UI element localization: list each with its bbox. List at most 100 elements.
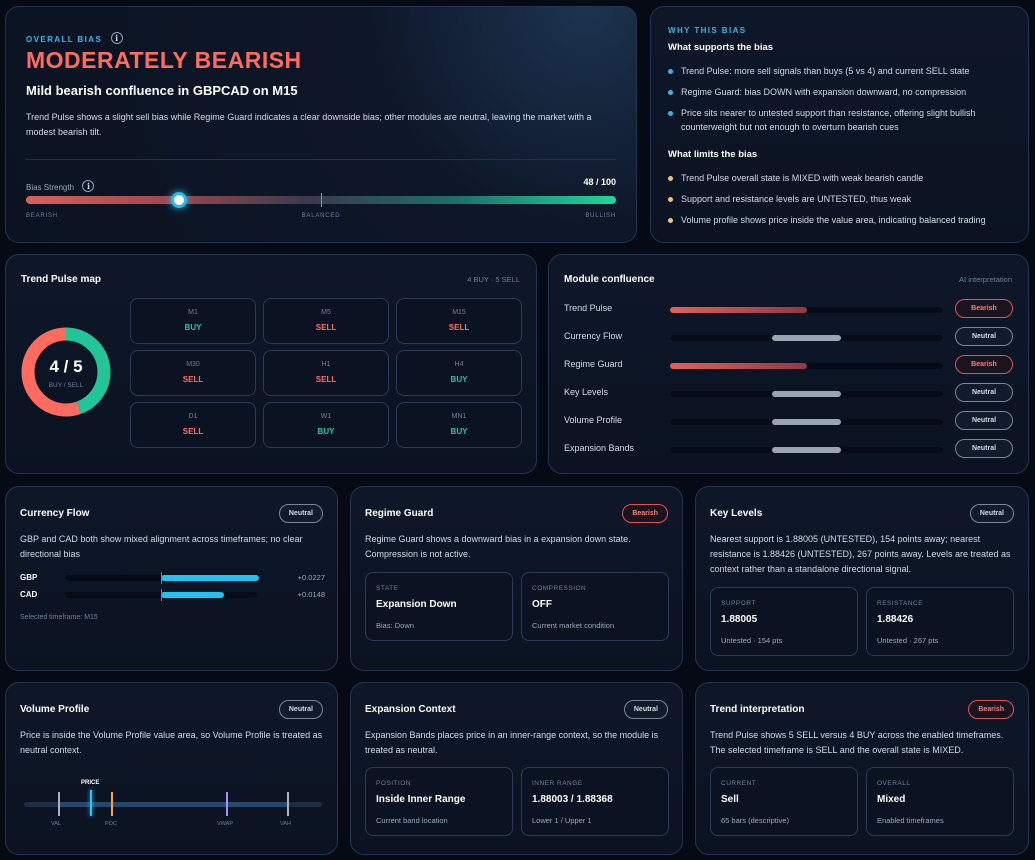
currency-flow-text: GBP and CAD both show mixed alignment ac… bbox=[20, 534, 303, 559]
poc-marker bbox=[111, 792, 113, 816]
value-area-band bbox=[58, 802, 287, 807]
timeframe-cell-m30[interactable]: M30 SELL bbox=[130, 350, 256, 396]
info-icon[interactable]: i bbox=[110, 31, 123, 44]
strength-slider-knob[interactable] bbox=[171, 192, 188, 208]
vah-marker bbox=[287, 792, 289, 816]
scale-bullish-label: BULLISH bbox=[585, 213, 616, 219]
timeframe-cell-m1[interactable]: M1 BUY bbox=[130, 298, 256, 344]
regime-guard-title: Regime Guard bbox=[365, 508, 434, 519]
expansion-text: Expansion Bands places price in an inner… bbox=[365, 730, 659, 755]
bias-subhead: Mild bearish confluence in GBPCAD on M15 bbox=[26, 83, 298, 98]
module-row-trend-pulse[interactable]: Trend Pulse Bearish bbox=[564, 299, 1013, 319]
key-levels-title: Key Levels bbox=[710, 508, 763, 519]
support-value: 1.88005 bbox=[721, 614, 758, 625]
module-label: Expansion Bands bbox=[564, 443, 635, 453]
currency-value: +0.0148 bbox=[297, 590, 325, 599]
timeframe-signal: BUY bbox=[450, 375, 468, 384]
timeframe-signal: SELL bbox=[315, 375, 337, 384]
timeframe-name: M1 bbox=[188, 309, 198, 316]
timeframe-cell-m15[interactable]: M15 SELL bbox=[396, 298, 522, 344]
bullet-item: Support and resistance levels are UNTEST… bbox=[668, 192, 1013, 206]
timeframe-signal: SELL bbox=[182, 375, 204, 384]
trend-interp-status-badge: Bearish bbox=[968, 700, 1014, 719]
bullet-item: Volume profile shows price inside the va… bbox=[668, 213, 1013, 227]
currency-flow-title: Currency Flow bbox=[20, 508, 90, 519]
currency-flow-status-badge: Neutral bbox=[278, 504, 323, 523]
inner-range-value: 1.88003 / 1.88368 bbox=[532, 794, 613, 805]
currency-bar-track bbox=[65, 589, 257, 601]
module-label: Trend Pulse bbox=[564, 303, 613, 313]
why-eyebrow: WHY THIS BIAS bbox=[668, 26, 747, 35]
currency-value: +0.0227 bbox=[297, 573, 325, 582]
trend-interpretation-card: Trend interpretation Bearish Trend Pulse… bbox=[695, 682, 1029, 855]
timeframe-name: H1 bbox=[321, 361, 331, 368]
module-status-badge: Neutral bbox=[955, 383, 1013, 402]
module-label: Key Levels bbox=[564, 387, 609, 397]
supports-title: What supports the bias bbox=[668, 42, 774, 53]
compression-label: COMPRESSION bbox=[532, 585, 587, 592]
timeframe-cell-d1[interactable]: D1 SELL bbox=[130, 402, 256, 448]
info-icon[interactable]: i bbox=[82, 179, 95, 192]
trend-map-title: Trend Pulse map bbox=[21, 274, 102, 285]
module-row-currency-flow[interactable]: Currency Flow Neutral bbox=[564, 327, 1013, 347]
support-label: SUPPORT bbox=[721, 600, 756, 607]
currency-bar-fill bbox=[161, 592, 225, 598]
donut-buy-arc bbox=[21, 327, 111, 417]
state-note: Bias: Down bbox=[376, 621, 414, 630]
inner-range-box: INNER RANGE 1.88003 / 1.88368 Lower 1 / … bbox=[521, 767, 669, 836]
module-status-badge: Neutral bbox=[955, 411, 1013, 430]
module-row-regime-guard[interactable]: Regime Guard Bearish bbox=[564, 355, 1013, 375]
state-box: STATE Expansion Down Bias: Down bbox=[365, 572, 513, 641]
timeframe-signal: BUY bbox=[450, 427, 468, 436]
timeframe-signal: BUY bbox=[317, 427, 335, 436]
key-levels-card: Key Levels Neutral Nearest support is 1.… bbox=[695, 486, 1029, 671]
limits-title: What limits the bias bbox=[668, 149, 758, 160]
bullet-text: Volume profile shows price inside the va… bbox=[681, 215, 986, 225]
expansion-context-card: Expansion Context Neutral Expansion Band… bbox=[350, 682, 683, 855]
timeframe-name: MN1 bbox=[451, 413, 467, 420]
expansion-status-badge: Neutral bbox=[623, 700, 668, 719]
currency-row: CAD +0.0148 bbox=[20, 588, 325, 605]
module-confluence-card: Module confluence AI interpretation Tren… bbox=[548, 254, 1029, 474]
volume-profile-card: Volume Profile Neutral Price is inside t… bbox=[5, 682, 338, 855]
timeframe-cell-m5[interactable]: M5 SELL bbox=[263, 298, 389, 344]
why-bias-card: WHY THIS BIAS What supports the bias Tre… bbox=[650, 6, 1029, 243]
vwap-label: VWAP bbox=[217, 821, 233, 827]
confluence-title: Module confluence bbox=[564, 274, 655, 285]
module-label: Volume Profile bbox=[564, 415, 623, 425]
poc-label: POC bbox=[105, 821, 117, 827]
current-box: CURRENT Sell 65 bars (descriptive) bbox=[710, 767, 858, 836]
bullet-dot-icon bbox=[668, 69, 673, 74]
current-note: 65 bars (descriptive) bbox=[721, 816, 789, 825]
bullet-item: Regime Guard: bias DOWN with expansion d… bbox=[668, 85, 1013, 99]
bullet-item: Trend Pulse overall state is MIXED with … bbox=[668, 171, 1013, 185]
volume-profile-status-badge: Neutral bbox=[278, 700, 323, 719]
compression-box: COMPRESSION OFF Current market condition bbox=[521, 572, 669, 641]
bias-description: Trend Pulse shows a slight sell bias whi… bbox=[26, 112, 592, 137]
module-row-expansion-bands[interactable]: Expansion Bands Neutral bbox=[564, 439, 1013, 459]
module-status-badge: Neutral bbox=[955, 327, 1013, 346]
current-value: Sell bbox=[721, 794, 739, 805]
key-levels-text: Nearest support is 1.88005 (UNTESTED), 1… bbox=[710, 534, 1011, 574]
bias-headline: MODERATELY BEARISH bbox=[26, 47, 302, 73]
support-note: Untested · 154 pts bbox=[721, 636, 783, 645]
module-row-volume-profile[interactable]: Volume Profile Neutral bbox=[564, 411, 1013, 431]
supports-list: Trend Pulse: more sell signals than buys… bbox=[668, 64, 1013, 141]
timeframe-cell-w1[interactable]: W1 BUY bbox=[263, 402, 389, 448]
bullet-dot-icon bbox=[668, 176, 673, 181]
trend-interp-text: Trend Pulse shows 5 SELL versus 4 BUY ac… bbox=[710, 730, 1004, 755]
module-row-key-levels[interactable]: Key Levels Neutral bbox=[564, 383, 1013, 403]
timeframe-cell-h1[interactable]: H1 SELL bbox=[263, 350, 389, 396]
trend-map-counts: 4 BUY · 5 SELL bbox=[467, 275, 520, 284]
position-label: POSITION bbox=[376, 780, 412, 787]
module-status-badge: Bearish bbox=[955, 299, 1013, 318]
currency-flow-card: Currency Flow Neutral GBP and CAD both s… bbox=[5, 486, 338, 671]
overall-box: OVERALL Mixed Enabled timeframes bbox=[866, 767, 1014, 836]
resistance-value: 1.88426 bbox=[877, 614, 914, 625]
timeframe-name: M15 bbox=[452, 309, 466, 316]
bullet-item: Price sits nearer to untested support th… bbox=[668, 106, 1013, 134]
bullet-text: Regime Guard: bias DOWN with expansion d… bbox=[681, 87, 967, 97]
timeframe-cell-h4[interactable]: H4 BUY bbox=[396, 350, 522, 396]
timeframe-cell-mn1[interactable]: MN1 BUY bbox=[396, 402, 522, 448]
bullet-dot-icon bbox=[668, 111, 673, 116]
